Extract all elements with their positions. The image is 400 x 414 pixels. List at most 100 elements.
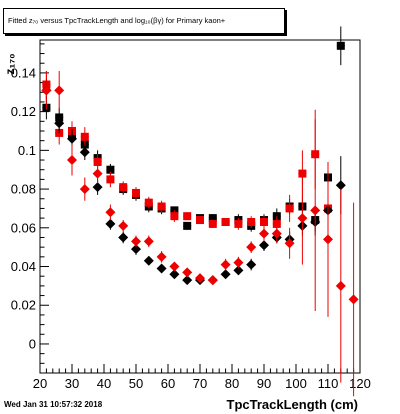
data-point	[80, 127, 89, 147]
diamond-marker	[79, 147, 90, 158]
data-point	[144, 196, 153, 209]
square-marker	[234, 219, 243, 228]
square-marker	[80, 132, 89, 141]
data-point	[323, 161, 333, 317]
x-tick-label: 40	[97, 376, 111, 391]
square-marker	[157, 202, 166, 211]
data-point	[247, 216, 256, 228]
diamond-marker	[259, 240, 269, 251]
data-point	[156, 251, 167, 263]
diamond-marker	[246, 259, 257, 270]
diamond-marker	[118, 232, 129, 243]
data-point	[259, 239, 269, 252]
diamond-marker	[131, 236, 141, 247]
data-point	[233, 256, 244, 269]
diamond-marker	[182, 267, 193, 278]
data-point	[169, 261, 180, 272]
data-point	[54, 70, 65, 110]
data-point	[143, 255, 154, 266]
diamond-marker	[156, 263, 167, 274]
diamond-marker	[284, 238, 295, 249]
square-marker	[247, 217, 256, 226]
diamond-marker	[297, 213, 308, 224]
square-marker	[336, 41, 345, 50]
data-point	[207, 275, 218, 286]
diamond-marker	[310, 205, 321, 216]
diamond-marker	[271, 228, 282, 239]
diamond-marker	[143, 236, 154, 247]
x-axis-label: TpcTrackLength (cm)	[227, 397, 358, 412]
square-marker	[260, 217, 268, 226]
square-marker	[221, 217, 230, 226]
data-point	[132, 187, 140, 199]
chart-title-text: Fitted z₇₀ versus TpcTrackLength and log…	[8, 16, 226, 25]
diamond-marker	[348, 294, 359, 305]
diamond-marker	[118, 220, 129, 231]
square-marker	[170, 212, 179, 221]
square-marker	[119, 183, 128, 192]
data-point	[259, 225, 269, 242]
x-tick-label: 110	[318, 376, 339, 391]
y-tick-label: 0.14	[11, 65, 36, 80]
data-point	[195, 273, 205, 284]
data-point	[208, 219, 217, 228]
x-tick-label: 70	[193, 376, 207, 391]
square-marker	[106, 165, 115, 174]
data-point	[183, 212, 192, 221]
diamond-marker	[233, 265, 244, 276]
data-point	[221, 217, 230, 226]
data-point	[183, 221, 192, 230]
data-point	[92, 163, 103, 184]
y-tick-label: 0.12	[11, 104, 36, 119]
diamond-marker	[259, 228, 269, 239]
data-point	[41, 70, 52, 110]
diamond-marker	[92, 182, 103, 193]
data-point	[131, 235, 141, 248]
x-tick-label: 50	[129, 376, 143, 391]
data-point	[105, 204, 116, 221]
data-point	[143, 235, 154, 248]
data-point	[246, 258, 257, 271]
data-point	[336, 26, 345, 66]
data-point	[119, 181, 128, 193]
data-point	[220, 269, 231, 280]
diamond-marker	[220, 269, 231, 280]
data-point	[170, 210, 179, 222]
data-point	[79, 144, 90, 161]
x-tick-label: 80	[225, 376, 239, 391]
y-tick-label: 0.08	[11, 182, 36, 197]
diamond-marker	[335, 280, 346, 291]
diamond-marker	[323, 234, 333, 245]
timestamp-footer: Wed Jan 31 10:57:32 2018	[4, 400, 103, 409]
y-tick-label: 0.04	[11, 259, 36, 274]
diamond-marker	[54, 118, 65, 129]
data-point	[182, 267, 193, 278]
square-marker	[183, 221, 192, 230]
diamond-marker	[79, 184, 90, 195]
data-point	[246, 241, 257, 253]
x-tick-label: 60	[161, 376, 175, 391]
data-point	[67, 144, 77, 176]
diamond-marker	[207, 275, 218, 286]
y-axis-label: z₁₇₀	[3, 53, 17, 74]
x-tick-label: 120	[349, 376, 371, 391]
x-tick-label: 100	[285, 376, 307, 391]
data-point	[182, 275, 193, 286]
square-marker	[106, 175, 115, 184]
data-point	[79, 177, 90, 201]
data-point	[118, 220, 129, 232]
chart-title: Fitted z₇₀ versus TpcTrackLength and log…	[3, 8, 285, 34]
y-tick-label: 0	[29, 336, 36, 351]
diamond-marker	[67, 155, 77, 166]
square-marker	[285, 204, 294, 213]
data-point	[271, 223, 282, 244]
diamond-marker	[54, 85, 65, 96]
diamond-marker	[105, 218, 116, 229]
y-tick-label: 0.06	[11, 220, 36, 235]
data-point	[118, 231, 129, 244]
diamond-marker	[143, 255, 154, 266]
square-marker	[183, 212, 192, 221]
diamond-marker	[92, 168, 103, 179]
data-point	[285, 194, 294, 222]
square-marker	[144, 198, 153, 207]
